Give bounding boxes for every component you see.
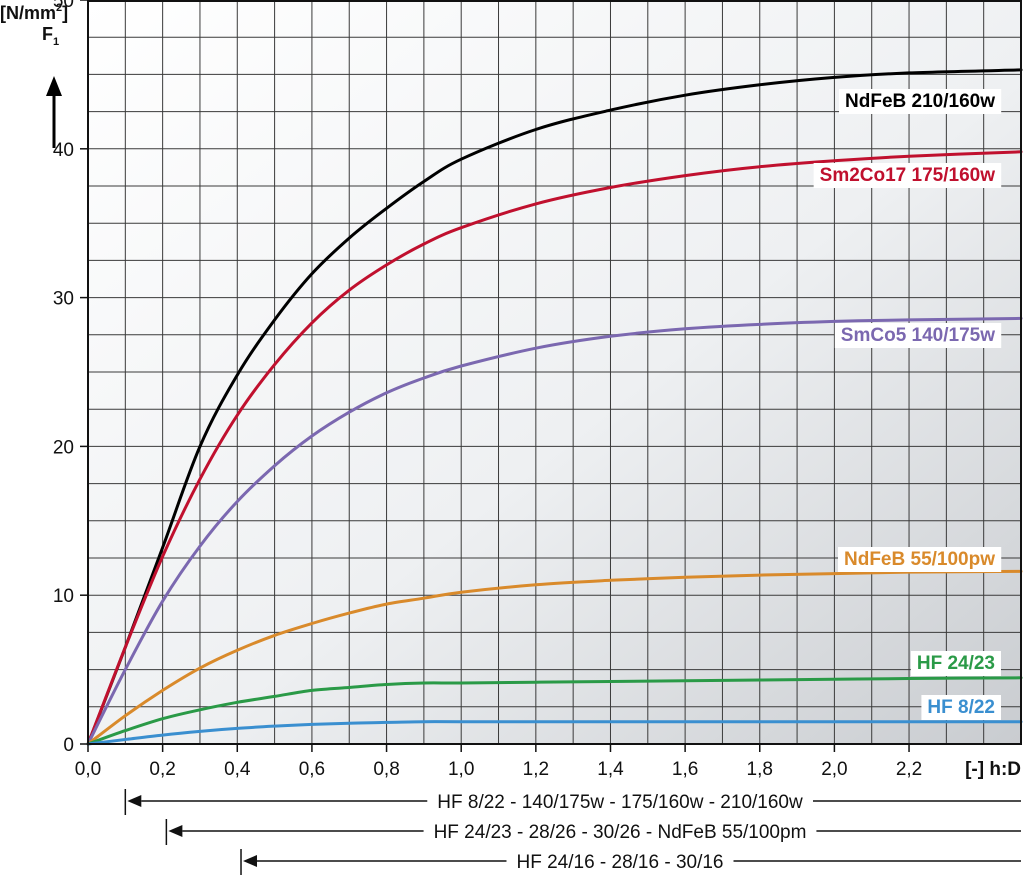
series-line-1: [86, 150, 1023, 746]
x-tick-label: 2,0: [821, 759, 847, 780]
series-label-text: SmCo5 140/175w: [841, 325, 995, 346]
series-line-5: [86, 720, 1023, 746]
series-label-2: SmCo5 140/175w: [834, 323, 1002, 348]
series-label-text: HF 8/22: [927, 697, 995, 718]
range-note-0: HF 8/22 - 140/175w - 175/160w - 210/160w: [124, 789, 1021, 815]
x-tick-label: 1,0: [448, 759, 474, 780]
series-label-text: NdFeB 210/160w: [845, 91, 995, 112]
series-label-box: [921, 695, 1001, 720]
series-label-box: [813, 163, 1002, 188]
series-labels: NdFeB 210/160w Sm2Co17 175/160w SmCo5 140/…: [813, 89, 1002, 720]
series-label-box: [834, 323, 1002, 348]
x-tick-label: 0,0: [75, 759, 101, 780]
series-line-3: [86, 569, 1023, 746]
x-axis-label: [-] h:D: [965, 759, 1021, 780]
range-note-text: HF 8/22 - 140/175w - 175/160w - 210/160w: [437, 792, 803, 813]
series-line-2: [86, 316, 1023, 746]
series-label-box: [839, 89, 1002, 114]
series-label-box: [838, 547, 1002, 572]
y-tick-label: 30: [53, 289, 74, 310]
y-axis-symbol: F1: [42, 24, 59, 48]
y-tick-label: 0: [63, 735, 74, 756]
x-tick-label: 0,2: [149, 759, 175, 780]
x-tick-label: 0,8: [373, 759, 399, 780]
y-tick-label: 10: [53, 586, 74, 607]
x-tick-label: 1,6: [672, 759, 698, 780]
y-axis-unit: [N/mm2]: [0, 2, 68, 23]
y-tick-label: 50: [53, 0, 74, 12]
series-label-0: NdFeB 210/160w: [839, 89, 1002, 114]
left-arrow-icon: [127, 795, 142, 807]
range-note-1: HF 24/23 - 28/26 - 30/26 - NdFeB 55/100p…: [165, 819, 1021, 845]
series-lines: [86, 68, 1023, 746]
series-label-4: HF 24/23: [910, 651, 1001, 676]
range-note-text: HF 24/16 - 28/16 - 30/16: [516, 852, 723, 873]
series-label-1: Sm2Co17 175/160w: [813, 163, 1002, 188]
y-axis-ticks: 0 10 20 30 40 50: [53, 0, 88, 756]
series-line-4: [86, 676, 1023, 746]
x-axis-ticks: 0,0 0,2 0,4 0,6 0,8 1,0 1,2 1,4 1,6 1,8 2,0 2,2: [75, 744, 922, 780]
plot-frame: [87, 0, 1022, 745]
y-tick-label: 20: [53, 437, 74, 458]
left-arrow-icon: [168, 825, 183, 837]
series-line-0: [86, 68, 1023, 746]
x-tick-label: 0,6: [299, 759, 325, 780]
series-label-5: HF 8/22: [921, 695, 1001, 720]
x-tick-label: 1,4: [597, 759, 624, 780]
series-label-text: Sm2Co17 175/160w: [820, 165, 996, 186]
y-axis-arrow-icon: [46, 76, 62, 148]
series-label-text: HF 24/23: [917, 653, 995, 674]
range-notes: HF 8/22 - 140/175w - 175/160w - 210/160w…: [124, 789, 1021, 875]
x-tick-label: 1,8: [747, 759, 773, 780]
left-arrow-icon: [243, 855, 258, 867]
series-label-box: [910, 651, 1001, 676]
range-note-text: HF 24/23 - 28/26 - 30/26 - NdFeB 55/100p…: [434, 822, 807, 843]
series-label-text: NdFeB 55/100pw: [844, 549, 995, 570]
series-label-3: NdFeB 55/100pw: [838, 547, 1002, 572]
y-tick-label: 40: [53, 140, 74, 161]
x-tick-label: 2,2: [896, 759, 922, 780]
x-tick-label: 1,2: [523, 759, 549, 780]
range-note-2: HF 24/16 - 28/16 - 30/16: [240, 849, 1021, 875]
x-tick-label: 0,4: [224, 759, 251, 780]
